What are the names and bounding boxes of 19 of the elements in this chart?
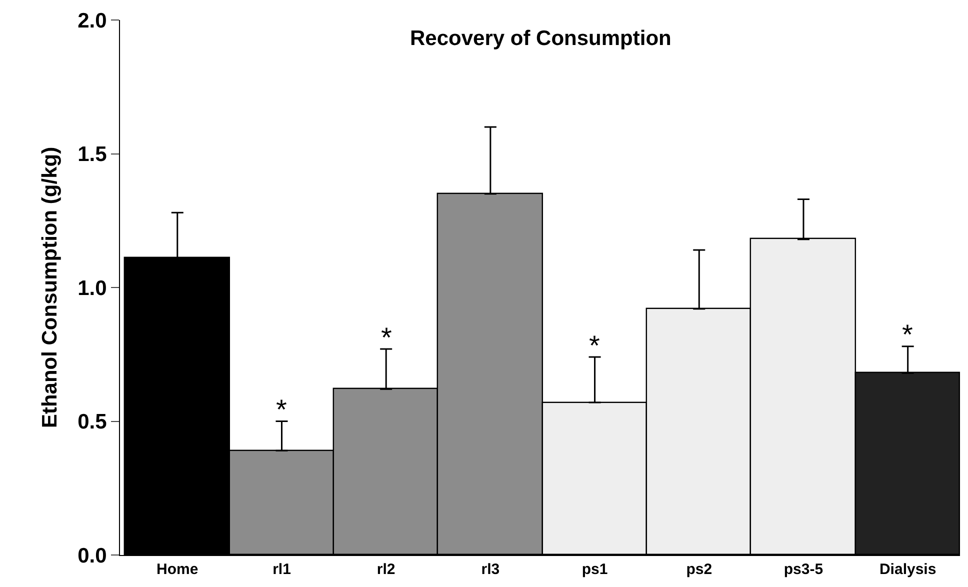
y-tick-label: 0.0 xyxy=(78,544,107,568)
x-tick-label: rl2 xyxy=(376,561,396,578)
y-tick-label: 2.0 xyxy=(78,9,107,32)
x-tick-label: Dialysis xyxy=(879,561,936,578)
annotation: * xyxy=(276,394,287,425)
x-tick-label: ps3-5 xyxy=(784,561,824,578)
annotation: * xyxy=(589,330,600,361)
y-tick-label: 0.5 xyxy=(78,410,108,434)
chart-title: Recovery of Consumption xyxy=(410,27,672,50)
y-axis-title: Ethanol Consumption (g/kg) xyxy=(38,146,62,428)
y-tick-label: 1.5 xyxy=(78,143,108,166)
x-tick-label: ps1 xyxy=(582,561,608,578)
annotation: * xyxy=(902,319,913,350)
x-tick-label: rl3 xyxy=(481,561,500,578)
x-tick-label: Home xyxy=(156,561,198,578)
x-tick-label: rl1 xyxy=(272,561,291,578)
annotation: * xyxy=(381,322,392,353)
x-tick-label: ps2 xyxy=(686,561,712,578)
y-tick-label: 1.0 xyxy=(78,276,107,300)
